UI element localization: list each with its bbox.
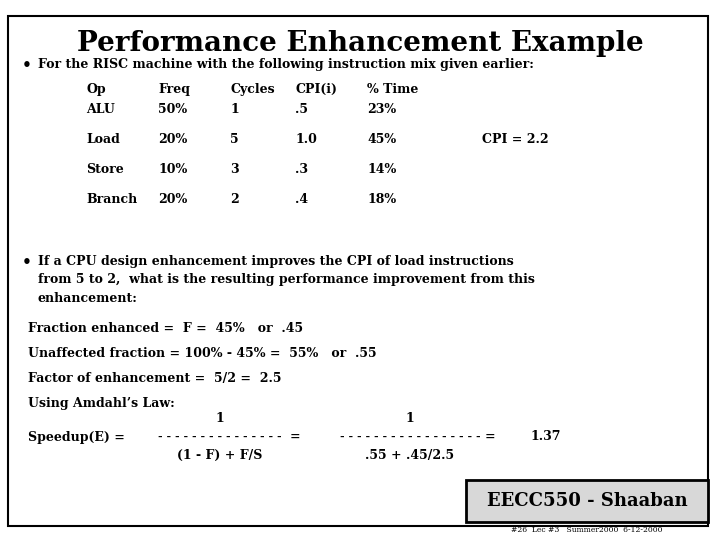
Text: Factor of enhancement =  5/2 =  2.5: Factor of enhancement = 5/2 = 2.5: [28, 372, 282, 385]
Text: Branch: Branch: [86, 193, 138, 206]
Text: 1: 1: [230, 103, 239, 116]
Text: Fraction enhanced =  F =  45%   or  .45: Fraction enhanced = F = 45% or .45: [28, 322, 303, 335]
Text: 18%: 18%: [367, 193, 396, 206]
Text: 2: 2: [230, 193, 239, 206]
Text: =: =: [485, 430, 495, 443]
Text: Op: Op: [86, 83, 106, 96]
Text: 50%: 50%: [158, 103, 187, 116]
Text: CPI(i): CPI(i): [295, 83, 337, 96]
Text: CPI = 2.2: CPI = 2.2: [482, 133, 549, 146]
Text: 1.37: 1.37: [530, 430, 560, 443]
Text: •: •: [22, 255, 32, 270]
Text: % Time: % Time: [367, 83, 418, 96]
Text: EECC550 - Shaaban: EECC550 - Shaaban: [487, 492, 688, 510]
Text: •: •: [22, 58, 32, 73]
Text: Unaffected fraction = 100% - 45% =  55%   or  .55: Unaffected fraction = 100% - 45% = 55% o…: [28, 347, 377, 360]
Text: (1 - F) + F/S: (1 - F) + F/S: [177, 449, 263, 462]
Text: .5: .5: [295, 103, 308, 116]
Text: Load: Load: [86, 133, 120, 146]
Text: Cycles: Cycles: [230, 83, 275, 96]
Text: 1: 1: [405, 413, 415, 426]
Text: Performance Enhancement Example: Performance Enhancement Example: [76, 30, 644, 57]
Text: 23%: 23%: [367, 103, 396, 116]
Text: .55 + .45/2.5: .55 + .45/2.5: [366, 449, 454, 462]
Text: - - - - - - - - - - - - - - -: - - - - - - - - - - - - - - -: [158, 431, 282, 442]
Text: .3: .3: [295, 163, 308, 176]
Text: 20%: 20%: [158, 193, 188, 206]
Text: 14%: 14%: [367, 163, 397, 176]
Text: 1: 1: [215, 413, 225, 426]
Text: 1.0: 1.0: [295, 133, 317, 146]
Text: =: =: [289, 430, 300, 443]
Text: - - - - - - - - - - - - - - - - -: - - - - - - - - - - - - - - - - -: [340, 431, 480, 442]
Text: 45%: 45%: [367, 133, 396, 146]
Text: 3: 3: [230, 163, 239, 176]
Text: Using Amdahl’s Law:: Using Amdahl’s Law:: [28, 397, 175, 410]
Text: ALU: ALU: [86, 103, 115, 116]
Text: 20%: 20%: [158, 133, 188, 146]
Text: For the RISC machine with the following instruction mix given earlier:: For the RISC machine with the following …: [38, 58, 534, 71]
FancyBboxPatch shape: [466, 480, 708, 522]
Text: #26  Lec #3   Summer2000  6-12-2000: #26 Lec #3 Summer2000 6-12-2000: [511, 526, 662, 534]
Text: 10%: 10%: [158, 163, 188, 176]
Text: 5: 5: [230, 133, 239, 146]
Text: Speedup(E) =: Speedup(E) =: [28, 430, 125, 443]
Text: If a CPU design enhancement improves the CPI of load instructions
from 5 to 2,  : If a CPU design enhancement improves the…: [38, 255, 535, 305]
FancyBboxPatch shape: [8, 16, 708, 526]
Text: Store: Store: [86, 163, 124, 176]
Text: .4: .4: [295, 193, 308, 206]
Text: Freq: Freq: [158, 83, 190, 96]
